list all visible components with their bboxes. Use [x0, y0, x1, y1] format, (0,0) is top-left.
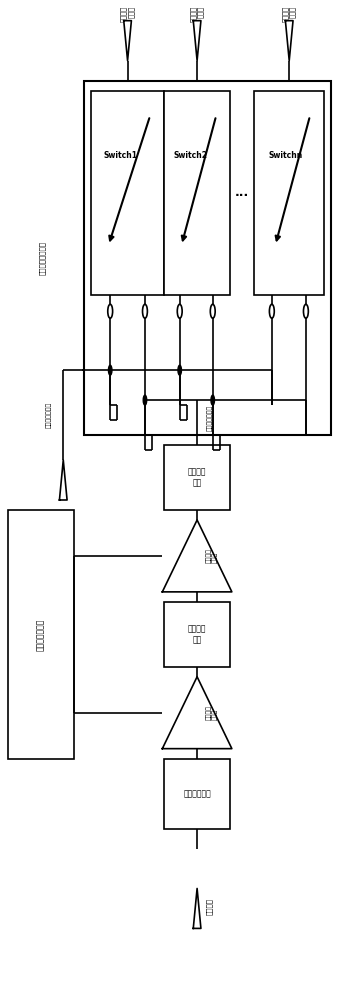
Text: Switchn: Switchn — [269, 151, 303, 160]
Text: Switch1: Switch1 — [104, 151, 138, 160]
Text: 第一级放
大单元: 第一级放 大单元 — [206, 705, 218, 720]
Bar — [91, 91, 164, 295]
Bar — [164, 91, 230, 295]
Bar — [164, 445, 230, 510]
Text: 收引脚: 收引脚 — [289, 6, 296, 18]
Text: 输入匹配电路: 输入匹配电路 — [183, 789, 211, 798]
Text: 收发信号选通开关: 收发信号选通开关 — [39, 241, 46, 275]
Text: 输入引脚: 输入引脚 — [206, 898, 213, 915]
Bar — [8, 510, 74, 759]
Polygon shape — [59, 460, 67, 500]
Text: 输出匹配
电路: 输出匹配 电路 — [188, 467, 206, 488]
Text: ...: ... — [235, 186, 250, 199]
Text: 第二级放
大单元: 第二级放 大单元 — [206, 548, 218, 563]
Circle shape — [178, 365, 181, 375]
Circle shape — [143, 395, 147, 405]
Polygon shape — [193, 21, 201, 61]
Circle shape — [109, 365, 112, 375]
Text: 接收信号公共端: 接收信号公共端 — [46, 402, 52, 428]
Bar — [164, 602, 230, 667]
Text: Switch2: Switch2 — [173, 151, 207, 160]
Bar — [84, 81, 331, 435]
Text: 控制及偏置单元: 控制及偏置单元 — [36, 618, 45, 651]
Polygon shape — [285, 21, 293, 61]
Text: 级间匹配
电路: 级间匹配 电路 — [188, 624, 206, 644]
Circle shape — [211, 395, 215, 405]
Text: 发射及接: 发射及接 — [120, 6, 127, 22]
Text: 发射及接: 发射及接 — [190, 6, 196, 22]
Text: 收引脚: 收引脚 — [128, 6, 134, 18]
Text: 发射及接: 发射及接 — [282, 6, 288, 22]
Bar — [254, 91, 324, 295]
Text: 发射信号公共端: 发射信号公共端 — [208, 404, 213, 431]
Polygon shape — [124, 21, 131, 61]
Bar — [164, 759, 230, 829]
Polygon shape — [193, 888, 201, 928]
Text: 收引脚: 收引脚 — [197, 6, 204, 18]
